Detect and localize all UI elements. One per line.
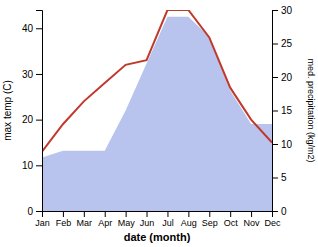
tick: 10 xyxy=(272,139,293,150)
tick-mark xyxy=(63,211,64,217)
tick: Feb xyxy=(56,211,72,228)
tick-mark xyxy=(272,111,278,112)
tick: 15 xyxy=(272,105,293,116)
axis-line xyxy=(36,11,43,212)
tick-label: 0 xyxy=(281,206,287,217)
tick: 20 xyxy=(272,72,293,83)
y2-axis-title: med. precipitation (kg/m2) xyxy=(306,58,316,162)
tick-mark xyxy=(36,165,42,166)
axis-line xyxy=(273,11,279,212)
tick-label: Jul xyxy=(162,218,174,228)
tick-mark xyxy=(126,211,127,217)
tick-mark xyxy=(272,77,278,78)
axis-line xyxy=(43,212,273,218)
tick-mark xyxy=(84,211,85,217)
tick-mark xyxy=(272,10,278,11)
tick: Sep xyxy=(202,211,218,228)
tick-label: 0 xyxy=(27,206,33,217)
y-axis: 0 10 20 30 40 xyxy=(22,11,43,217)
tick-label: Jun xyxy=(140,218,155,228)
tick-mark xyxy=(209,211,210,217)
tick-label: 10 xyxy=(281,139,293,150)
tick: 30 xyxy=(22,69,42,80)
tick-mark xyxy=(272,211,278,212)
tick-mark xyxy=(36,211,42,212)
tick-mark xyxy=(167,211,168,217)
tick: May xyxy=(118,211,136,228)
y-axis-title: max temp (C) xyxy=(2,80,13,141)
tick-label: 30 xyxy=(22,69,34,80)
tick-mark xyxy=(36,74,42,75)
tick: Nov xyxy=(244,211,261,228)
tick-mark xyxy=(105,211,106,217)
tick-label: Apr xyxy=(98,218,112,228)
tick-label: 30 xyxy=(281,5,293,16)
tick: 0 xyxy=(27,206,42,217)
tick-label: Jan xyxy=(35,218,50,228)
tick-label: 40 xyxy=(22,23,34,34)
tick: Jan xyxy=(35,211,50,228)
precipitation-area xyxy=(42,17,272,211)
tick-mark xyxy=(272,44,278,45)
tick-label: 25 xyxy=(281,38,293,49)
tick: 0 xyxy=(272,206,287,217)
tick-mark xyxy=(230,211,231,217)
tick-label: Feb xyxy=(56,218,72,228)
tick-label: 15 xyxy=(281,105,293,116)
plot: JanFebMarAprMayJunJulAugSepOctNovDec0102… xyxy=(22,5,293,229)
tick: Jul xyxy=(162,211,174,228)
tick-label: May xyxy=(118,218,136,228)
tick-label: Oct xyxy=(224,218,239,228)
tick-label: 10 xyxy=(22,160,34,171)
tick: 30 xyxy=(272,5,293,16)
tick-label: 20 xyxy=(22,114,34,125)
tick-mark xyxy=(188,211,189,217)
tick: 5 xyxy=(272,172,287,183)
tick: 10 xyxy=(22,160,42,171)
x-axis-title: date (month) xyxy=(124,231,191,243)
tick-label: 5 xyxy=(281,172,287,183)
tick: Aug xyxy=(181,211,197,228)
tick-mark xyxy=(272,144,278,145)
tick: 40 xyxy=(22,23,42,34)
tick-mark xyxy=(36,28,42,29)
tick-label: 20 xyxy=(281,72,293,83)
tick-label: Mar xyxy=(77,218,93,228)
tick-label: Dec xyxy=(264,218,281,228)
tick-mark xyxy=(36,120,42,121)
tick: Oct xyxy=(224,211,239,228)
tick: Mar xyxy=(77,211,93,228)
y2-axis: 0 5 10 15 20 25 30 xyxy=(272,5,293,217)
tick-mark xyxy=(147,211,148,217)
temperature-line xyxy=(42,10,272,152)
tick-label: Nov xyxy=(244,218,261,228)
tick-label: Sep xyxy=(202,218,218,228)
tick: Dec xyxy=(264,211,281,228)
tick: Apr xyxy=(98,211,112,228)
marks xyxy=(42,10,272,211)
chart: JanFebMarAprMayJunJulAugSepOctNovDec0102… xyxy=(0,0,318,247)
x-axis: Jan Feb Mar Apr May Jun Jul Aug Sep Oct NovDec xyxy=(35,211,281,228)
tick-mark xyxy=(272,178,278,179)
tick: Jun xyxy=(140,211,155,228)
tick-label: Aug xyxy=(181,218,197,228)
tick: 25 xyxy=(272,38,293,49)
tick: 20 xyxy=(22,114,42,125)
tick-mark xyxy=(251,211,252,217)
